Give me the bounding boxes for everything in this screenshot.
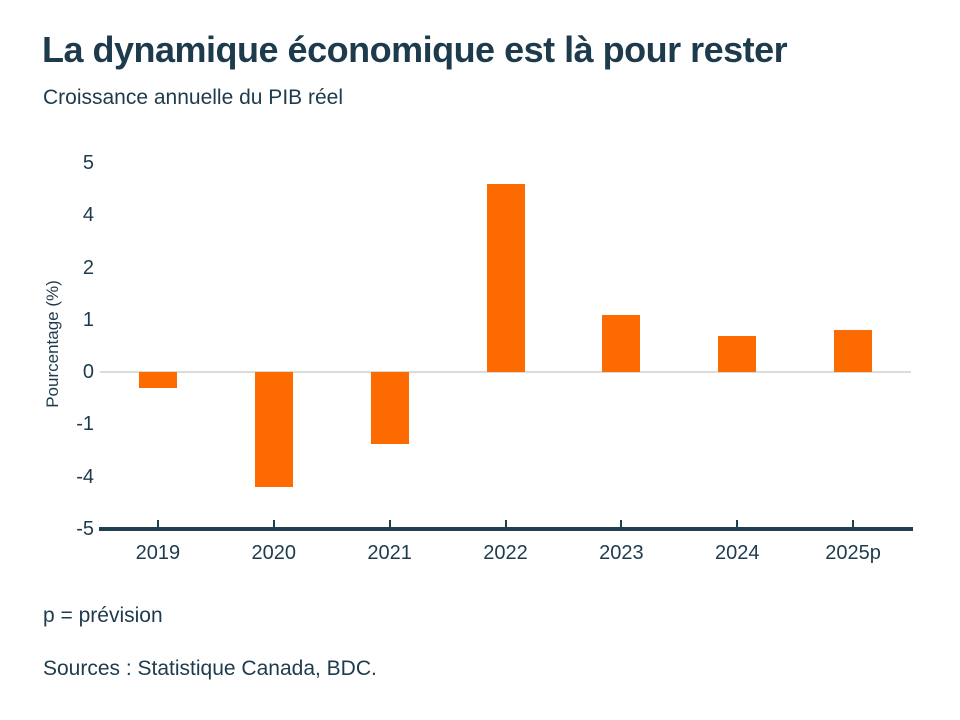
x-axis-label-2024: 2024	[714, 542, 760, 564]
x-axis-line	[99, 527, 913, 531]
x-axis-label-2022: 2022	[483, 542, 528, 564]
x-tick-mark-2020	[272, 520, 275, 527]
y-tick-label-4: 4	[82, 204, 94, 227]
y-tick-label--5: -5	[76, 518, 94, 540]
bar-2023	[602, 314, 641, 373]
bar-2025p	[834, 330, 873, 373]
bar-2019	[138, 372, 177, 388]
x-tick-mark-2024	[736, 520, 739, 527]
x-axis-label-2023: 2023	[599, 542, 644, 564]
x-tick-mark-2023	[620, 520, 623, 527]
x-axis-label-2025p: 2025p	[825, 542, 881, 564]
chart-title: La dynamique économique est là pour rest…	[42, 29, 788, 70]
bar-2022	[486, 183, 525, 373]
bar-2020	[254, 372, 293, 488]
x-axis-label-2020: 2020	[251, 542, 297, 564]
y-axis-title: Pourcentage (%)	[43, 280, 62, 408]
footnote-prevision: p = prévision	[43, 604, 163, 627]
y-tick-label--4: -4	[76, 465, 94, 488]
sources-text: Sources : Statistique Canada, BDC.	[43, 657, 377, 680]
chart-subtitle: Croissance annuelle du PIB réel	[43, 86, 344, 109]
x-tick-mark-2022	[504, 520, 507, 527]
x-tick-mark-2021	[388, 520, 391, 527]
x-axis-label-2021: 2021	[367, 542, 412, 564]
bar-2024	[718, 335, 757, 373]
bar-2021	[370, 372, 409, 444]
y-tick-label-0: 0	[82, 361, 94, 384]
y-tick-label-1: 1	[82, 308, 94, 331]
x-tick-mark-2019	[156, 520, 159, 527]
grid-zero-line	[100, 371, 911, 374]
y-tick-label-2: 2	[82, 256, 94, 279]
y-tick-label-5: 5	[82, 152, 94, 174]
y-tick-label--1: -1	[76, 413, 94, 436]
x-axis-label-2019: 2019	[135, 542, 181, 564]
x-tick-mark-2025p	[852, 520, 855, 527]
